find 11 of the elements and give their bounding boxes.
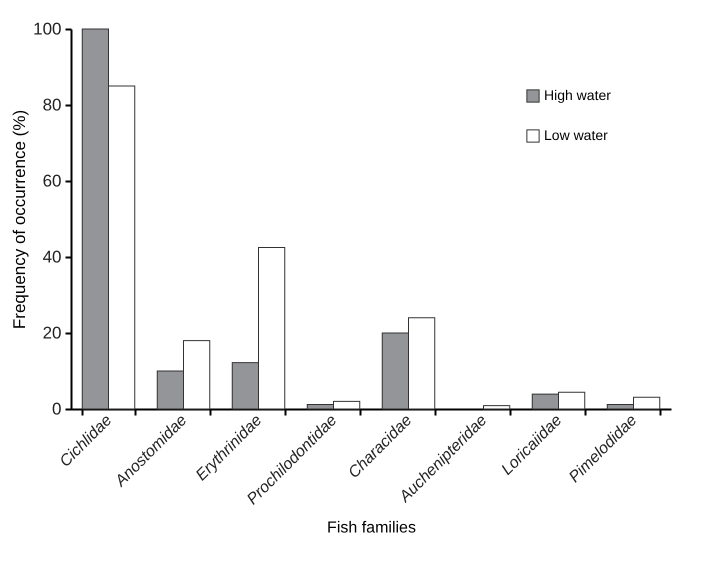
legend-label: Low water: [544, 127, 608, 143]
y-tick-label: 60: [42, 172, 62, 190]
y-tick-label: 40: [42, 248, 62, 266]
bar: [483, 405, 510, 410]
y-tick-label: 100: [33, 20, 62, 38]
legend-label: High water: [544, 87, 612, 103]
y-tick-label: 20: [42, 324, 62, 342]
x-axis-title: Fish families: [327, 519, 416, 536]
y-tick-label: 80: [42, 96, 62, 114]
y-tick-label: 0: [52, 400, 62, 418]
y-axis-title: Frequency of occurrence (%): [10, 110, 30, 330]
